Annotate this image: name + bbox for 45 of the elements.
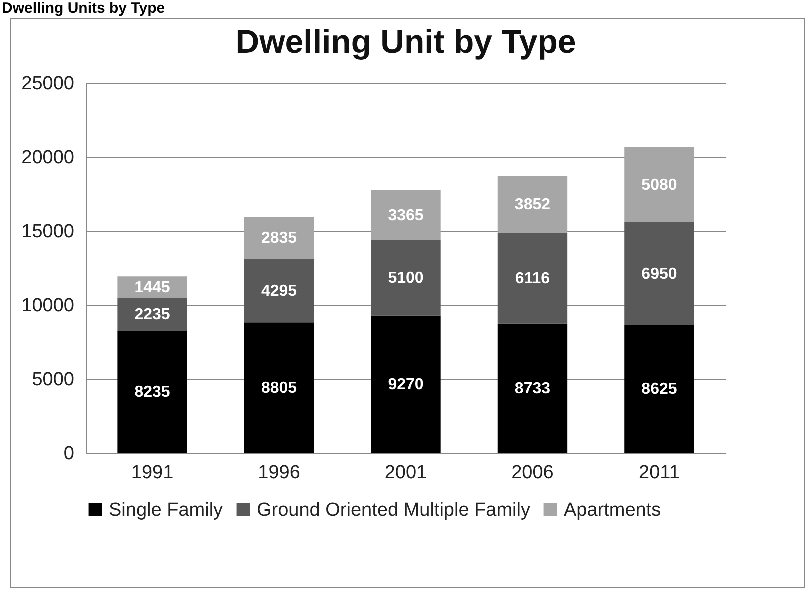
x-tick-label: 2001 [384,462,428,484]
data-label: 5100 [388,270,424,288]
legend-label: Ground Oriented Multiple Family [257,500,531,521]
x-tick-label: 1991 [131,462,174,484]
bar [498,324,568,453]
data-label: 2235 [134,306,170,324]
data-label: 3365 [388,207,424,224]
data-label: 1445 [134,279,170,296]
bar [371,316,441,453]
bar [624,147,694,222]
y-tick-label: 5000 [32,370,74,390]
bar [371,190,441,240]
data-label: 8625 [642,381,678,398]
data-label: 2835 [261,230,298,248]
bar [498,176,568,234]
y-tick-label: 25000 [22,74,74,94]
bar [624,325,694,453]
bar [371,240,441,316]
data-label: 9270 [388,376,424,394]
data-label: 8235 [134,384,170,402]
data-label: 4295 [261,282,298,300]
y-tick-label: 20000 [22,148,74,168]
data-label: 8805 [261,380,298,397]
bar [244,217,314,260]
chart-title: Dwelling Unit by Type [236,23,576,60]
data-label: 8733 [514,380,551,398]
bar [244,259,314,323]
y-tick-label: 15000 [22,222,74,242]
bar [118,298,188,332]
legend-label: Apartments [564,500,662,521]
bar [624,222,694,326]
bar [498,233,568,324]
y-tick-label: 10000 [22,296,74,316]
x-tick-label: 2011 [639,462,680,484]
data-label: 3852 [514,196,551,214]
text: Dwelling Units by Type [1,0,166,18]
data-label: 6950 [642,266,678,283]
x-tick-label: 2006 [512,462,554,484]
x-tick-label: 1996 [258,462,300,484]
data-label: 5080 [642,176,678,194]
data-label: 6116 [515,270,550,288]
bar [244,322,314,453]
bar [118,331,188,453]
y-tick-label: 0 [64,444,74,464]
legend-label: Single Family [109,500,224,521]
